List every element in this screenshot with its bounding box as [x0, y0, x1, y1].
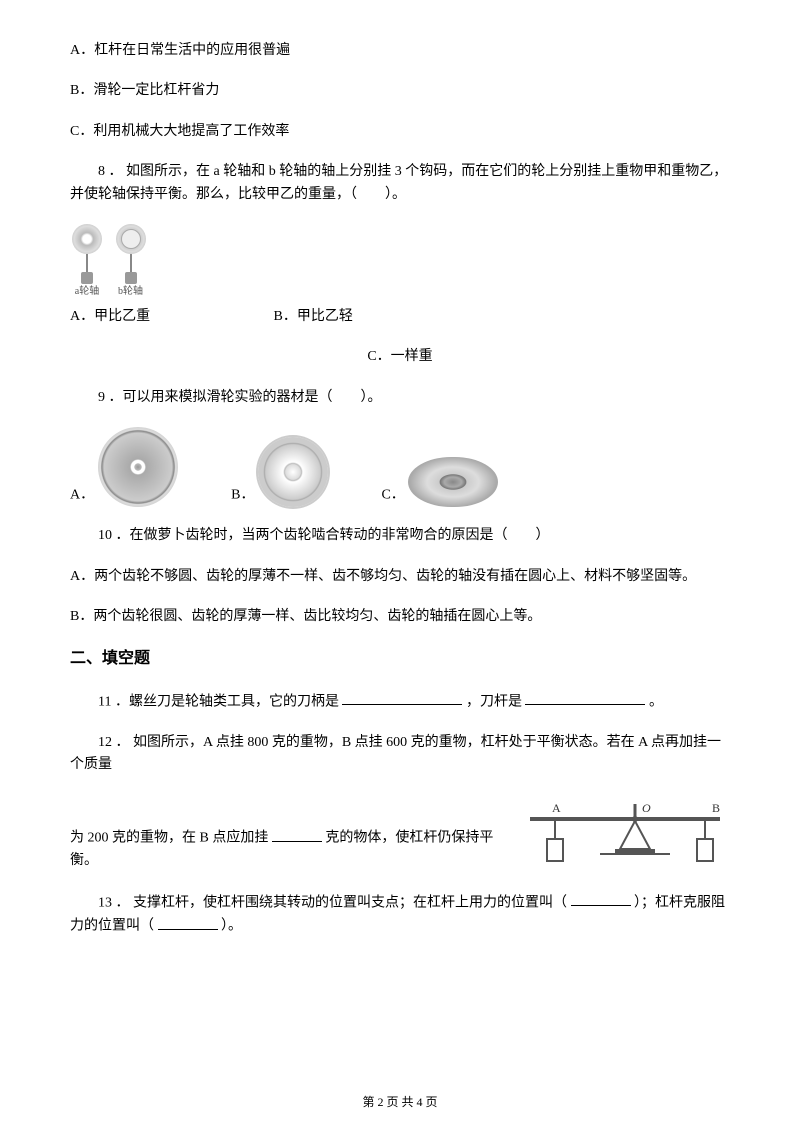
q8-label-a: a轮轴 [70, 284, 104, 300]
q10-option-b: B．两个齿轮很圆、齿轮的厚薄一样、齿比较均匀、齿轮的轴插在圆心上等。 [70, 606, 730, 628]
gear-icon [258, 437, 328, 507]
page-footer: 第 2 页 共 4 页 [0, 1093, 800, 1112]
q11-pre: 11 ．螺丝刀是轮轴类工具，它的刀柄是 [98, 694, 339, 709]
q13-pre: 13 ． 支撑杠杆，使杠杆围绕其转动的位置叫支点；在杠杆上用力的位置叫（ [98, 895, 567, 910]
q10-option-a: A．两个齿轮不够圆、齿轮的厚薄不一样、齿不够均匀、齿轮的轴没有插在圆心上、材料不… [70, 566, 730, 588]
q8-stem: 8 ． 如图所示，在 a 轮轴和 b 轮轴的轴上分别挂 3 个钩码，而在它们的轮… [70, 161, 730, 206]
q11-blank-2[interactable] [525, 690, 645, 705]
svg-text:B: B [712, 801, 720, 815]
q9-options-row: A． B． C． [70, 427, 730, 507]
q12-lever-figure: A O B [520, 794, 730, 884]
q12-line1: 12 ． 如图所示，A 点挂 800 克的重物，B 点挂 600 克的重物，杠杆… [70, 732, 730, 777]
q12-blank[interactable] [272, 826, 322, 841]
spoke-wheel-icon [98, 427, 178, 507]
section-2-header: 二、填空题 [70, 646, 730, 672]
q9-option-a-label: A． [70, 488, 94, 503]
q7-option-c: C．利用机械大大地提高了工作效率 [70, 121, 730, 143]
q12: 12 ． 如图所示，A 点挂 800 克的重物，B 点挂 600 克的重物，杠杆… [70, 732, 730, 891]
q8-option-a: A．甲比乙重 [70, 306, 270, 328]
q13-blank-1[interactable] [571, 891, 631, 906]
q12-line2-pre: 为 200 克的重物，在 B 点应加挂 [70, 831, 268, 846]
q9-option-b-label: B． [231, 488, 254, 503]
q7-option-b: B．滑轮一定比杠杆省力 [70, 80, 730, 102]
q11-end: 。 [649, 694, 663, 709]
wheel-a-icon [72, 224, 102, 254]
q13: 13 ． 支撑杠杆，使杠杆围绕其转动的位置叫支点；在杠杆上用力的位置叫（ ）；杠… [70, 891, 730, 939]
wheel-b-icon [116, 224, 146, 254]
q7-option-a: A．杠杆在日常生活中的应用很普遍 [70, 40, 730, 62]
pulley-icon [408, 457, 498, 507]
q8-option-c: C．一样重 [70, 346, 730, 368]
svg-text:O: O [642, 801, 651, 815]
q8-options-row: A．甲比乙重 B．甲比乙轻 [70, 306, 730, 328]
q11-blank-1[interactable] [342, 690, 462, 705]
q8-option-b: B．甲比乙轻 [274, 306, 474, 328]
svg-text:A: A [552, 801, 561, 815]
q13-blank-2[interactable] [158, 914, 218, 929]
q9-stem: 9 ．可以用来模拟滑轮实验的器材是（ ）。 [70, 387, 730, 409]
q10-stem: 10 ．在做萝卜齿轮时，当两个齿轮啮合转动的非常吻合的原因是（ ） [70, 525, 730, 547]
q11: 11 ．螺丝刀是轮轴类工具，它的刀柄是 ，刀杆是 。 [70, 690, 730, 714]
q11-mid: ，刀杆是 [466, 694, 522, 709]
q8-label-b: b轮轴 [114, 284, 148, 300]
q9-option-c-label: C． [381, 488, 404, 503]
q8-figure: a轮轴 b轮轴 [70, 224, 730, 300]
q13-end: ）。 [221, 919, 242, 934]
